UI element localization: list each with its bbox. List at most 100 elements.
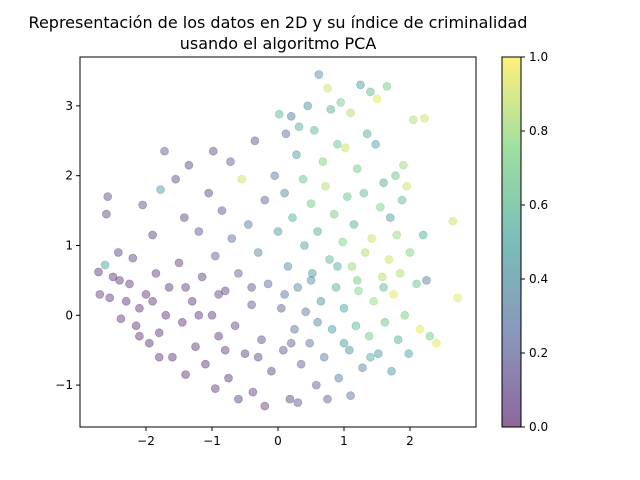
scatter-point xyxy=(148,230,158,240)
scatter-point xyxy=(412,279,422,289)
scatter-point xyxy=(387,366,396,376)
scatter-point xyxy=(144,338,154,348)
scatter-point xyxy=(395,268,405,278)
scatter-point xyxy=(210,384,220,394)
scatter-point xyxy=(94,267,103,277)
scatter-point xyxy=(113,248,123,257)
scatter-point xyxy=(398,160,408,170)
scatter-point xyxy=(210,251,220,261)
scatter-point xyxy=(422,275,431,285)
scatter-point xyxy=(307,268,317,278)
scatter-point xyxy=(298,174,308,184)
scatter-point xyxy=(247,282,257,292)
scatter-point xyxy=(230,321,240,331)
scatter-point xyxy=(329,209,339,219)
chart-title-line-1: Representación de los datos en 2D y su í… xyxy=(29,13,528,32)
scatter-point xyxy=(167,352,177,362)
scatter-point xyxy=(253,248,263,257)
scatter-point xyxy=(286,111,296,121)
scatter-point xyxy=(323,394,332,404)
scatter-point xyxy=(301,307,311,317)
scatter-point xyxy=(338,237,348,247)
scatter-point xyxy=(164,282,174,292)
scatter-point xyxy=(359,188,369,198)
scatter-point xyxy=(391,171,400,181)
scatter-point xyxy=(108,272,118,282)
scatter-point xyxy=(151,268,161,278)
scatter-point xyxy=(431,338,441,348)
scatter-point xyxy=(286,338,296,348)
scatter-point xyxy=(332,261,342,271)
scatter-point xyxy=(288,213,297,223)
scatter-point xyxy=(220,286,230,296)
scatter-point xyxy=(197,272,207,282)
colorbar-frame xyxy=(501,56,522,428)
colorbar-tick-label: 0.2 xyxy=(529,346,548,360)
y-tick-label: −1 xyxy=(55,378,73,392)
scatter-point xyxy=(358,363,367,373)
scatter-point xyxy=(274,109,284,119)
scatter-point xyxy=(313,227,323,236)
scatter-point xyxy=(148,296,158,306)
scatter-point xyxy=(393,335,403,345)
scatter-point xyxy=(373,349,383,359)
scatter-point xyxy=(323,84,332,93)
scatter-point xyxy=(194,310,204,320)
scatter-point xyxy=(208,146,218,156)
x-axis: −2 −1 0 1 2 xyxy=(137,427,414,448)
x-tick-label: 1 xyxy=(340,434,348,448)
x-tick-label: −2 xyxy=(137,434,155,448)
colorbar-tick-label: 0.4 xyxy=(529,272,548,286)
scatter-point xyxy=(296,359,306,369)
scatter-point xyxy=(266,366,276,376)
scatter-point xyxy=(184,160,194,170)
scatter-point xyxy=(311,380,321,390)
scatter-point xyxy=(253,352,263,362)
scatter-point xyxy=(397,195,407,205)
colorbar: 0.0 0.2 0.4 0.6 0.8 1.0 xyxy=(501,50,548,434)
scatter-point xyxy=(392,230,402,240)
colorbar-gradient xyxy=(502,57,521,427)
scatter-point xyxy=(453,293,462,303)
scatter-point xyxy=(141,289,151,299)
scatter-point xyxy=(240,349,250,359)
scatter-point xyxy=(227,234,237,243)
scatter-point xyxy=(352,164,362,174)
scatter-point xyxy=(365,352,375,362)
scatter-point xyxy=(380,317,390,327)
scatter-point xyxy=(233,394,243,404)
scatter-point xyxy=(161,310,171,320)
scatter-point xyxy=(332,139,342,149)
scatter-point xyxy=(134,303,144,313)
scatter-point xyxy=(331,282,341,292)
scatter-point xyxy=(346,391,356,401)
scatter-point xyxy=(342,192,352,202)
scatter-point xyxy=(365,87,375,97)
scatter-points xyxy=(94,70,462,411)
scatter-point xyxy=(156,185,165,195)
colorbar-ticks: 0.0 0.2 0.4 0.6 0.8 1.0 xyxy=(521,50,548,434)
scatter-point xyxy=(384,255,394,264)
scatter-point xyxy=(292,150,301,160)
scatter-point xyxy=(200,359,210,369)
scatter-point xyxy=(448,216,458,226)
scatter-point xyxy=(270,171,280,181)
y-tick-label: 1 xyxy=(65,238,73,252)
scatter-point xyxy=(306,199,316,209)
scatter-point xyxy=(115,275,124,285)
scatter-point xyxy=(181,282,191,292)
scatter-point xyxy=(340,143,350,153)
scatter-point xyxy=(327,324,337,334)
scatter-point xyxy=(128,253,138,263)
scatter-point xyxy=(379,178,389,188)
scatter-point xyxy=(362,129,372,139)
scatter-point xyxy=(336,98,346,107)
scatter-point xyxy=(375,202,385,212)
scatter-point xyxy=(379,282,389,292)
scatter-point xyxy=(293,398,303,408)
scatter-point xyxy=(285,394,295,404)
scatter-point xyxy=(306,275,316,285)
scatter-point xyxy=(214,331,224,341)
y-axis: −1 0 1 2 3 xyxy=(55,99,80,392)
scatter-point xyxy=(273,227,283,236)
